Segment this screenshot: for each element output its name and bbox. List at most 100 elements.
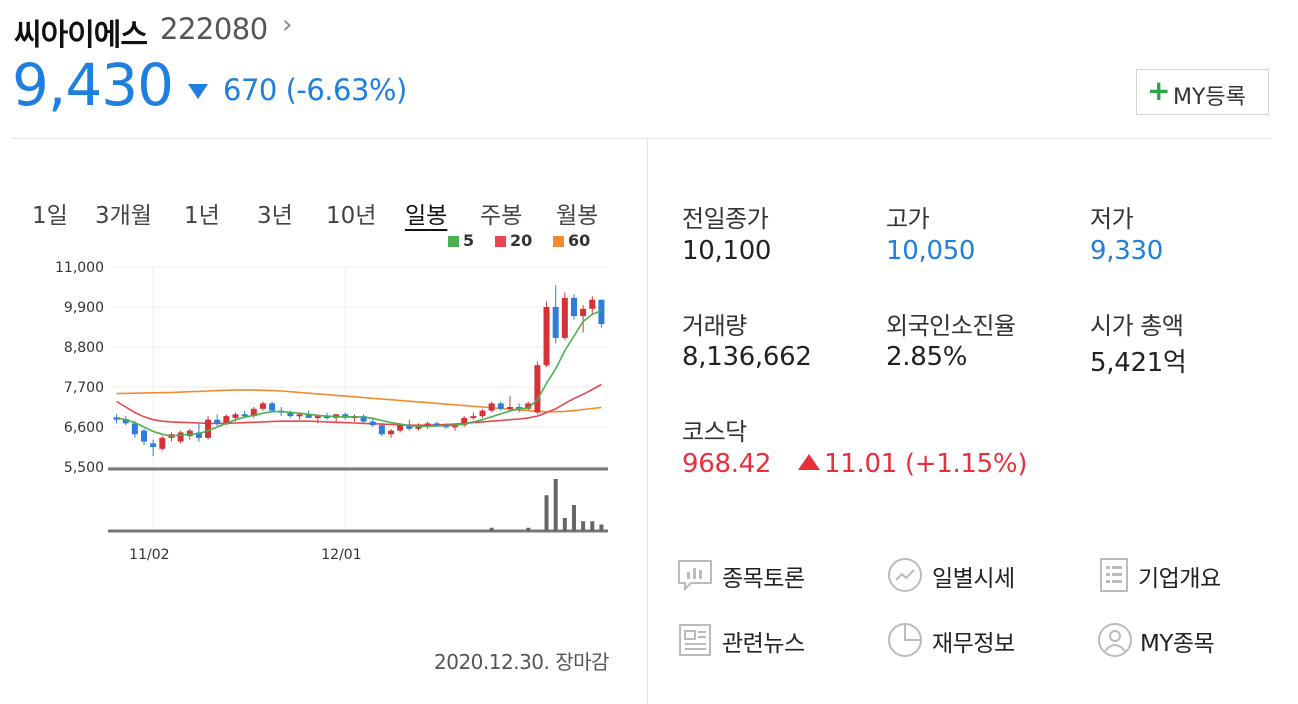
candle-body — [259, 403, 266, 409]
candle-body — [159, 437, 166, 449]
candle-body — [470, 416, 477, 419]
stat-label-foreign-ratio: 외국인소진율 — [886, 312, 1016, 340]
volume-bar — [489, 527, 494, 531]
candle-body — [570, 297, 577, 317]
candle-body — [287, 412, 294, 417]
my-register-label: MY등록 — [1173, 85, 1246, 110]
ma20-line — [116, 383, 602, 426]
stat-label-high: 고가 — [886, 205, 930, 233]
candle-body — [122, 419, 129, 424]
tab-3month[interactable]: 3개월 — [95, 203, 152, 229]
y-tick-label: 9,900 — [64, 300, 104, 316]
divider-horizontal — [12, 138, 1272, 139]
candle-body — [406, 425, 413, 429]
volume-bar — [544, 495, 549, 531]
legend-label-ma20: 20 — [510, 231, 533, 250]
candle-body — [479, 410, 486, 417]
candle-body — [543, 307, 550, 366]
kosdaq-label: 코스닥 — [682, 418, 747, 446]
candle-body — [388, 430, 395, 435]
ma5-line — [116, 309, 602, 437]
candle-body — [488, 403, 495, 411]
my-register-button[interactable]: + MY등록 — [1136, 69, 1269, 115]
volume-bar — [553, 479, 558, 531]
tab-1day[interactable]: 1일 — [32, 203, 68, 229]
candle-body — [552, 307, 559, 338]
x-tick-label: 11/02 — [129, 547, 169, 563]
candle-body — [141, 430, 148, 442]
candle-body — [314, 416, 321, 419]
document-list-icon — [1100, 558, 1128, 592]
up-arrow-icon — [798, 454, 820, 470]
link-daily-price[interactable]: 일별시세 — [886, 556, 1036, 596]
ma60-line — [116, 389, 602, 413]
link-discussion-label: 종목토론 — [722, 566, 805, 592]
candle-body — [131, 423, 138, 435]
tab-monthly-candle[interactable]: 월봉 — [556, 203, 599, 229]
tab-1year[interactable]: 1년 — [184, 203, 220, 229]
y-tick-label: 5,500 — [64, 460, 104, 476]
stock-code[interactable]: 222080 — [160, 12, 268, 46]
kosdaq-value: 968.42 — [682, 449, 772, 479]
candle-body — [195, 432, 202, 438]
stock-name[interactable]: 씨아이에스 — [14, 18, 148, 53]
candle-body — [214, 419, 221, 424]
candle-body — [378, 425, 385, 435]
candle-body — [232, 414, 239, 418]
candle-body — [296, 414, 303, 417]
candle-body — [360, 416, 367, 422]
candle-body — [561, 297, 568, 338]
candle-body — [397, 425, 404, 431]
candle-body — [186, 430, 193, 437]
candle-body — [424, 423, 431, 426]
legend-swatch-ma20 — [495, 236, 506, 247]
candle-body — [305, 414, 312, 418]
stat-label-prev-close: 전일종가 — [682, 205, 769, 233]
candle-body — [241, 414, 248, 417]
tab-10year[interactable]: 10년 — [326, 203, 377, 229]
candle-body — [589, 299, 596, 309]
y-tick-label: 8,800 — [64, 340, 104, 356]
stat-value-prev-close: 10,100 — [682, 236, 772, 266]
candle-body — [598, 299, 605, 325]
candle-body — [205, 419, 212, 438]
stock-chart[interactable]: 11,000 9,900 8,800 7,700 6,600 5,500 11/02 12/0… — [40, 255, 620, 575]
user-icon — [1098, 623, 1132, 657]
y-tick-label: 11,000 — [55, 260, 104, 276]
price-change: 670 (-6.63%) — [223, 73, 407, 107]
candle-body — [177, 432, 184, 442]
plus-icon: + — [1147, 74, 1171, 107]
chevron-right-icon[interactable]: › — [282, 10, 293, 40]
y-tick-label: 7,700 — [64, 380, 104, 396]
link-financials[interactable]: 재무정보 — [886, 621, 1036, 661]
volume-bar — [599, 524, 604, 531]
tab-daily-candle[interactable]: 일봉 — [405, 203, 448, 229]
tab-3year[interactable]: 3년 — [257, 203, 293, 229]
tab-weekly-candle[interactable]: 주봉 — [480, 203, 523, 229]
volume-bar — [526, 527, 531, 531]
link-company-info-label: 기업개요 — [1138, 566, 1221, 592]
newspaper-icon — [679, 624, 711, 656]
stat-label-volume: 거래량 — [682, 312, 747, 340]
candle-body — [323, 416, 330, 419]
x-tick-label: 12/01 — [321, 547, 361, 563]
link-news-label: 관련뉴스 — [722, 631, 805, 657]
link-my-stocks-label: MY종목 — [1140, 631, 1215, 657]
link-daily-price-label: 일별시세 — [932, 566, 1015, 592]
market-close-note: 2020.12.30. 장마감 — [434, 650, 609, 674]
candle-body — [223, 416, 230, 424]
down-arrow-icon — [188, 84, 208, 99]
link-news[interactable]: 관련뉴스 — [676, 621, 826, 661]
link-my-stocks[interactable]: MY종목 — [1096, 621, 1246, 661]
legend-swatch-ma5 — [448, 236, 459, 247]
stat-value-high: 10,050 — [886, 236, 976, 266]
link-discussion[interactable]: 종목토론 — [676, 556, 826, 596]
link-company-info[interactable]: 기업개요 — [1096, 556, 1246, 596]
candle-body — [534, 365, 541, 413]
pie-chart-icon — [888, 623, 922, 657]
divider-vertical — [647, 139, 648, 704]
legend-swatch-ma60 — [553, 236, 564, 247]
discussion-icon — [678, 560, 712, 592]
candle-body — [269, 403, 276, 411]
trend-icon — [888, 558, 922, 592]
